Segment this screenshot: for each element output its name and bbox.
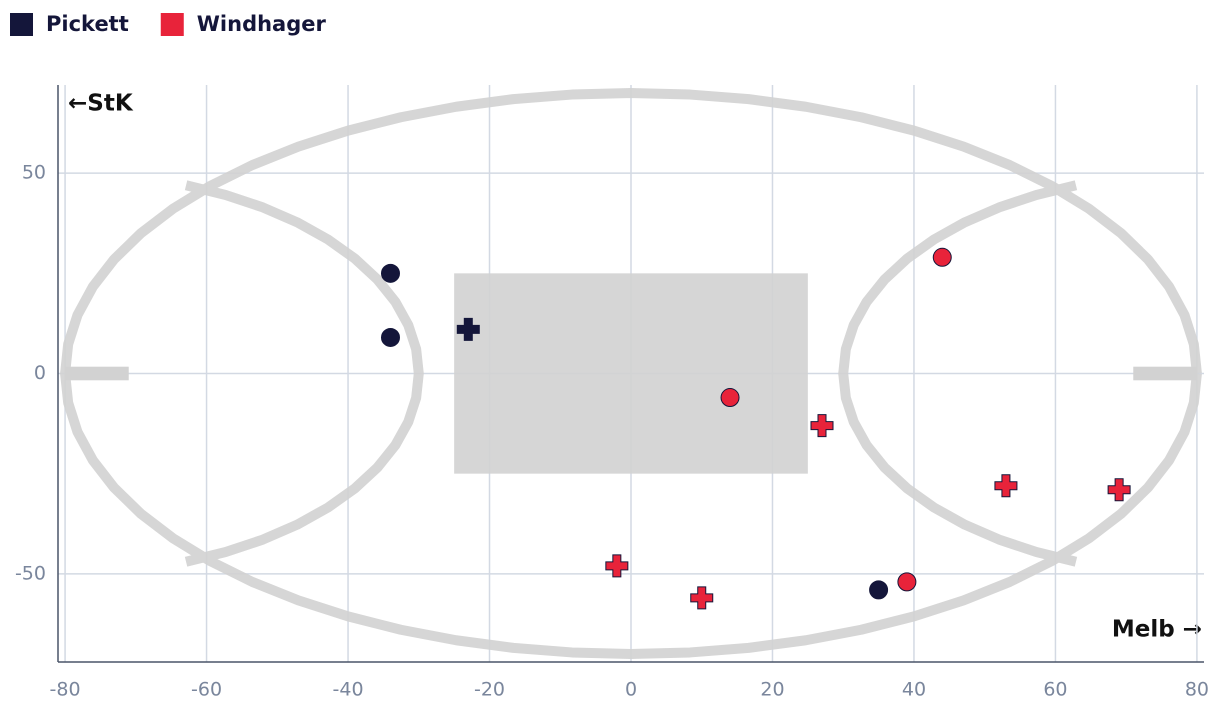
- x-tick-label: 80: [1185, 679, 1209, 701]
- x-tick-label: 60: [1043, 679, 1067, 701]
- y-tick-label: 0: [34, 362, 46, 384]
- point: [720, 388, 740, 408]
- y-tick-label: 50: [22, 162, 46, 184]
- point: [810, 414, 834, 438]
- point: [869, 580, 889, 600]
- goal-square: [65, 366, 129, 381]
- point: [932, 247, 952, 267]
- y-tick-label: -50: [15, 562, 46, 584]
- x-tick-label: -80: [50, 679, 81, 701]
- legend-label: Pickett: [46, 12, 129, 36]
- x-tick-label: -60: [191, 679, 222, 701]
- point: [897, 572, 917, 592]
- point: [380, 327, 400, 347]
- field-line: [184, 180, 424, 567]
- point: [605, 554, 629, 578]
- x-tick-label: -20: [474, 679, 505, 701]
- x-tick-label: 40: [902, 679, 926, 701]
- goal-square: [1133, 366, 1197, 381]
- x-tick-label: 0: [625, 679, 637, 701]
- point: [994, 474, 1018, 498]
- point: [380, 263, 400, 283]
- point: [690, 586, 714, 610]
- legend-swatch: [160, 13, 184, 36]
- legend-swatch: [10, 13, 33, 36]
- centre-square: [454, 273, 808, 474]
- annotation: ←StK: [68, 91, 134, 117]
- point: [456, 317, 480, 341]
- field-line: [838, 180, 1078, 567]
- point: [1107, 478, 1131, 502]
- legend-label: Windhager: [197, 12, 327, 36]
- x-tick-label: -40: [333, 679, 364, 701]
- annotation: Melb →: [1112, 617, 1202, 643]
- x-tick-label: 20: [760, 679, 784, 701]
